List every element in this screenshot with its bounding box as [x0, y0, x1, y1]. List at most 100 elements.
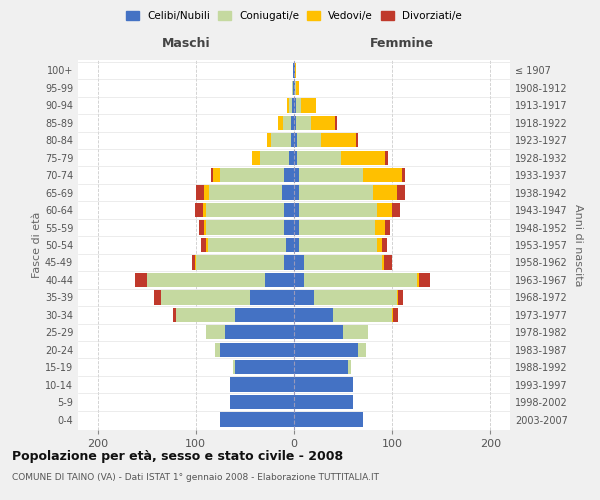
Bar — [282, 186, 294, 200]
Text: COMUNE DI TAINO (VA) - Dati ISTAT 1° gennaio 2008 - Elaborazione TUTTITALIA.IT: COMUNE DI TAINO (VA) - Dati ISTAT 1° gen… — [12, 472, 379, 482]
Text: Popolazione per età, sesso e stato civile - 2008: Popolazione per età, sesso e stato civil… — [12, 450, 343, 463]
Bar — [299, 186, 373, 200]
Bar — [161, 290, 250, 304]
Bar — [154, 290, 161, 304]
Bar — [343, 325, 368, 340]
Bar — [294, 238, 299, 252]
Bar — [294, 308, 333, 322]
Bar — [294, 150, 297, 165]
Bar — [397, 186, 405, 200]
Bar — [135, 273, 147, 287]
Bar — [291, 133, 294, 148]
Bar — [203, 220, 206, 234]
Bar — [392, 308, 393, 322]
Bar — [203, 203, 206, 217]
Bar — [292, 98, 294, 112]
Bar — [294, 360, 348, 374]
Bar — [292, 81, 293, 95]
Bar — [294, 378, 353, 392]
Bar — [335, 116, 337, 130]
Bar — [212, 168, 220, 182]
Bar — [299, 203, 377, 217]
Bar — [322, 133, 356, 148]
Text: Maschi: Maschi — [161, 36, 211, 50]
Bar — [294, 220, 299, 234]
Bar — [283, 116, 291, 130]
Bar — [294, 273, 304, 287]
Bar — [293, 64, 294, 78]
Bar — [296, 98, 301, 112]
Bar — [211, 168, 212, 182]
Bar — [284, 220, 294, 234]
Bar — [206, 220, 284, 234]
Bar — [278, 116, 283, 130]
Bar — [291, 116, 294, 130]
Bar — [192, 256, 195, 270]
Bar — [385, 256, 392, 270]
Y-axis label: Fasce di età: Fasce di età — [32, 212, 42, 278]
Bar — [385, 150, 388, 165]
Bar — [208, 238, 286, 252]
Bar — [206, 325, 225, 340]
Bar — [289, 150, 294, 165]
Bar — [294, 290, 314, 304]
Bar — [147, 273, 265, 287]
Bar — [294, 98, 296, 112]
Bar — [377, 203, 392, 217]
Bar — [393, 308, 398, 322]
Bar — [376, 220, 385, 234]
Bar — [196, 186, 203, 200]
Bar — [233, 360, 235, 374]
Bar — [295, 81, 296, 95]
Bar — [230, 395, 294, 409]
Bar — [195, 256, 196, 270]
Bar — [299, 168, 363, 182]
Bar — [209, 186, 282, 200]
Bar — [293, 81, 294, 95]
Bar — [265, 273, 294, 287]
Bar — [392, 203, 400, 217]
Bar — [215, 342, 220, 357]
Bar — [195, 203, 203, 217]
Bar — [260, 150, 289, 165]
Bar — [397, 290, 398, 304]
Bar — [419, 273, 430, 287]
Bar — [294, 325, 343, 340]
Bar — [294, 256, 304, 270]
Bar — [358, 342, 365, 357]
Bar — [196, 256, 284, 270]
Bar — [206, 238, 208, 252]
Bar — [377, 238, 382, 252]
Bar — [304, 273, 417, 287]
Bar — [220, 412, 294, 426]
Bar — [294, 395, 353, 409]
Bar — [363, 168, 402, 182]
Bar — [294, 81, 295, 95]
Bar — [289, 98, 292, 112]
Bar — [402, 168, 405, 182]
Bar — [294, 186, 299, 200]
Bar — [333, 308, 392, 322]
Bar — [294, 203, 299, 217]
Bar — [299, 220, 376, 234]
Bar — [385, 220, 390, 234]
Bar — [252, 150, 260, 165]
Bar — [284, 203, 294, 217]
Bar — [311, 116, 335, 130]
Bar — [284, 256, 294, 270]
Bar — [294, 342, 358, 357]
Bar — [271, 133, 291, 148]
Text: Femmine: Femmine — [370, 36, 434, 50]
Bar — [297, 133, 322, 148]
Bar — [417, 273, 419, 287]
Bar — [220, 342, 294, 357]
Bar — [304, 256, 382, 270]
Bar — [398, 290, 403, 304]
Legend: Celibi/Nubili, Coniugati/e, Vedovi/e, Divorziati/e: Celibi/Nubili, Coniugati/e, Vedovi/e, Di… — [123, 8, 465, 24]
Bar — [373, 186, 397, 200]
Bar — [296, 81, 299, 95]
Y-axis label: Anni di nascita: Anni di nascita — [573, 204, 583, 286]
Bar — [225, 325, 294, 340]
Bar — [235, 360, 294, 374]
Bar — [294, 116, 296, 130]
